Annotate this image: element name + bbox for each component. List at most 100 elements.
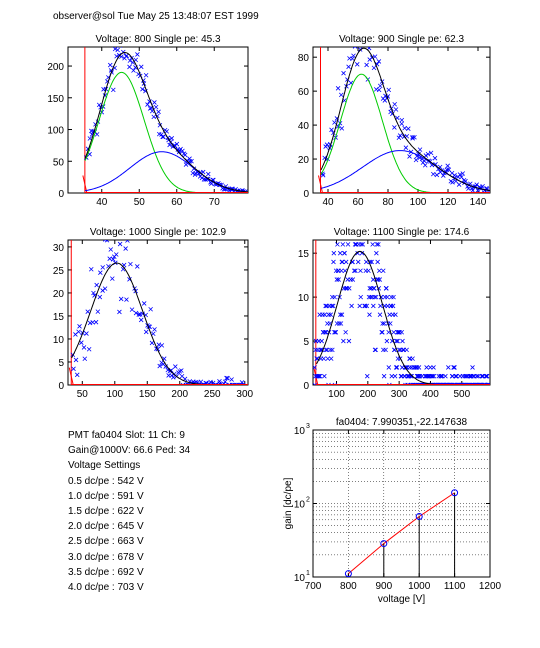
data-point — [91, 290, 96, 296]
data-point — [372, 347, 378, 353]
data-point — [113, 252, 119, 257]
data-point — [352, 47, 358, 49]
data-points — [84, 47, 248, 193]
data-point — [343, 329, 348, 335]
data-point — [225, 375, 230, 381]
data-point — [384, 286, 389, 291]
data-point — [338, 321, 344, 326]
x-tick-label: 500 — [453, 389, 470, 400]
chart-title: fa0404: 7.990351,-22.147638 — [336, 417, 468, 428]
data-point — [441, 173, 446, 178]
data-point — [125, 240, 130, 243]
data-point — [377, 83, 383, 89]
data-point — [116, 219, 120, 223]
data-point — [221, 381, 227, 385]
y-tick-label: 20 — [53, 289, 65, 300]
data-point — [421, 382, 426, 385]
plot-area — [82, 47, 248, 193]
data-point — [408, 373, 413, 379]
data-point — [351, 53, 356, 59]
data-point — [380, 268, 386, 274]
data-point — [156, 109, 161, 115]
data-point — [123, 246, 128, 251]
data-point — [143, 329, 149, 335]
data-point — [332, 382, 338, 385]
data-point — [352, 27, 356, 31]
data-point — [407, 154, 412, 159]
data-point — [332, 294, 337, 300]
data-point — [110, 276, 115, 281]
pedestal-tail — [68, 367, 74, 385]
data-point — [467, 373, 472, 379]
data-point — [326, 312, 331, 317]
figure-header: observer@sol Tue May 25 13:48:07 EST 199… — [53, 11, 259, 22]
chart-panel-5: fa0404: 7.990351,-22.147638 700 800 900 1000… — [283, 417, 502, 605]
data-point — [145, 102, 150, 107]
y-tick-label: 30 — [53, 243, 65, 254]
data-point — [88, 266, 94, 272]
data-point — [406, 126, 411, 132]
data-point — [474, 373, 480, 379]
data-point — [450, 180, 455, 185]
plot-frame — [312, 239, 491, 386]
data-point — [169, 136, 175, 141]
data-point — [399, 121, 404, 127]
data-point — [393, 312, 398, 317]
x-tick-label: 50 — [134, 197, 146, 208]
data-point — [339, 268, 344, 274]
data-point — [425, 373, 431, 379]
data-point — [428, 150, 434, 156]
data-point — [329, 303, 335, 309]
x-tick-label: 400 — [422, 389, 439, 400]
data-point — [133, 310, 139, 316]
x-tick-label: 200 — [359, 389, 376, 400]
gain-point — [451, 489, 459, 497]
info-voltage-heading: Voltage Settings — [68, 460, 141, 472]
data-point — [338, 312, 343, 317]
data-point — [167, 142, 172, 148]
data-point — [445, 163, 450, 169]
data-point — [321, 356, 327, 361]
gauss1-curve — [320, 73, 490, 193]
data-point — [138, 317, 144, 323]
data-point — [417, 147, 423, 152]
grid-lines — [312, 430, 491, 578]
data-point — [324, 347, 330, 353]
data-point — [73, 357, 79, 363]
info-setting-4-0: 4.0 dc/pe : 703 V — [68, 582, 144, 594]
plot-area — [68, 219, 248, 385]
chart-title: Voltage: 800 Single pe: 45.3 — [95, 34, 221, 45]
y-tick-exponent: 2 — [306, 497, 310, 504]
data-point — [313, 382, 318, 385]
x-tick-label: 300 — [236, 389, 253, 400]
data-point — [129, 307, 135, 312]
data-point — [336, 277, 341, 282]
data-point — [470, 365, 475, 370]
info-setting-1-0: 1.0 dc/pe : 591 V — [68, 490, 144, 502]
data-point — [179, 368, 184, 373]
data-point — [74, 372, 80, 378]
y-tick-label: 10 — [294, 426, 306, 437]
data-point — [141, 301, 147, 306]
data-point — [452, 365, 457, 370]
chart-title: Voltage: 900 Single pe: 62.3 — [339, 34, 465, 45]
data-point — [230, 382, 236, 385]
data-point — [364, 373, 370, 379]
data-point — [340, 242, 346, 247]
data-point — [315, 373, 321, 379]
data-point — [396, 347, 402, 353]
fit-curve — [320, 47, 490, 192]
data-point — [349, 216, 353, 220]
info-setting-2-5: 2.5 dc/pe : 663 V — [68, 536, 144, 548]
y-tick-label: 10 — [298, 293, 310, 304]
data-point — [368, 294, 373, 300]
data-point — [388, 321, 393, 326]
data-point — [342, 250, 347, 256]
data-point — [386, 87, 392, 93]
data-point — [415, 373, 421, 379]
y-tick-label: 10 — [294, 573, 306, 584]
x-tick-label: 70 — [209, 197, 221, 208]
data-point — [331, 259, 336, 265]
data-point — [239, 380, 245, 385]
